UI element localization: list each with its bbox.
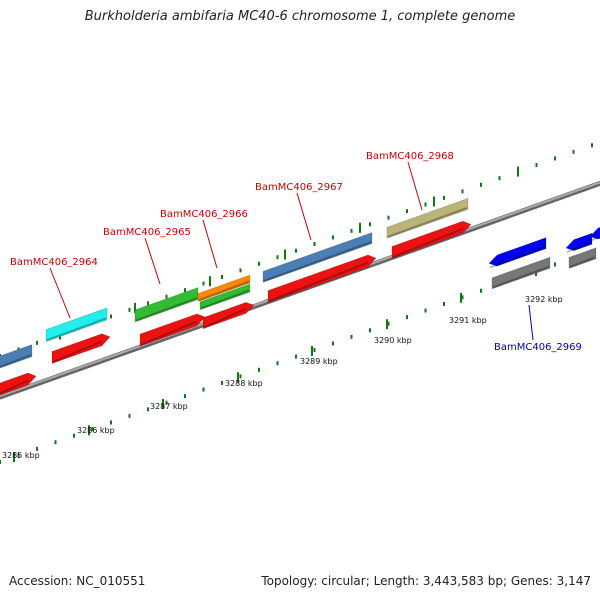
topology-value: circular (321, 574, 366, 588)
label-leader (49, 267, 71, 319)
tick-label: 3285 kbp (2, 451, 40, 460)
accession-value: NC_010551 (76, 574, 146, 588)
tick-label: 3288 kbp (225, 379, 263, 388)
label-leader (528, 304, 534, 341)
gene-box (568, 247, 597, 269)
cds-arrow-shade (203, 308, 247, 329)
gene-box-shade (200, 289, 250, 310)
gene-box (386, 197, 469, 239)
label-leader (296, 192, 312, 241)
cds-arrow (391, 220, 472, 259)
length-value: 3,443,583 bp (422, 574, 503, 588)
cds-arrow-reverse-shade (566, 241, 592, 253)
separator: ; (365, 574, 374, 588)
genes-value: 3,147 (556, 574, 591, 588)
tick-label: 3290 kbp (374, 336, 412, 345)
cds-arrow-reverse (589, 227, 600, 240)
genes-label: Genes: (510, 574, 553, 588)
cds-arrow-shade (140, 320, 198, 346)
cds-arrow-reverse (565, 232, 593, 251)
separator: ; (502, 574, 511, 588)
label-leader (202, 219, 218, 269)
cds-arrow-shade (268, 261, 369, 303)
gene-box (45, 307, 108, 343)
gene-box-shade (492, 265, 550, 289)
label-leader (407, 161, 423, 211)
cds-arrow-shade (52, 340, 103, 363)
label-leaders (49, 161, 534, 341)
cds-arrow (0, 372, 37, 396)
gene-label: BamMC406_2964 (10, 257, 98, 268)
cds-arrow (202, 302, 255, 330)
tick-label: 3289 kbp (300, 357, 338, 366)
feature-track (0, 197, 600, 396)
tick-label: 3291 kbp (449, 316, 487, 325)
gene-box-shade (135, 297, 198, 322)
gene-box-shade (387, 206, 468, 238)
cds-arrow (51, 333, 111, 364)
tick-label: 3286 kbp (77, 426, 115, 435)
accession-info: Accession: NC_010551 (9, 574, 145, 588)
cds-arrow (139, 313, 206, 347)
tick-label: 3287 kbp (150, 402, 188, 411)
gene-box-shade (46, 317, 107, 342)
cds-arrow-reverse (488, 237, 547, 267)
gene-box (199, 283, 251, 311)
gene-box-shade (569, 256, 596, 268)
gene-box-shade (198, 280, 250, 301)
gene-label: BamMC406_2968 (366, 151, 454, 162)
gene-label: BamMC406_2967 (255, 182, 343, 193)
gene-box (262, 232, 373, 283)
length-label: Length: (373, 574, 420, 588)
gene-box (0, 344, 33, 369)
tick-labels: 3285 kbp 3286 kbp 3287 kbp 3288 kbp 3289 kbp… (2, 295, 563, 460)
gene-label: BamMC406_2965 (103, 227, 191, 238)
gene-labels: BamMC406_2964 BamMC406_2965 BamMC406_2966 B… (10, 151, 582, 353)
label-leader (144, 237, 161, 285)
cds-arrow-shade (0, 379, 29, 395)
gene-box-shade (0, 354, 32, 368)
accession-label: Accession: (9, 574, 73, 588)
gene-label: BamMC406_2966 (160, 209, 248, 220)
cds-arrow-reverse-shade (489, 246, 546, 269)
genome-stats: Topology: circular; Length: 3,443,583 bp… (261, 574, 591, 588)
gene-label: BamMC406_2969 (494, 342, 582, 353)
cds-arrow-shade (392, 227, 464, 258)
gene-box (197, 274, 251, 302)
gene-box (491, 256, 551, 290)
tick-label: 3292 kbp (525, 295, 563, 304)
map-title: Burkholderia ambifaria MC40-6 chromosome… (84, 9, 516, 24)
topology-label: Topology: (261, 574, 318, 588)
cds-arrow (267, 254, 377, 304)
cds-arrow-reverse-shade (590, 235, 600, 242)
gene-box-shade (263, 241, 372, 282)
